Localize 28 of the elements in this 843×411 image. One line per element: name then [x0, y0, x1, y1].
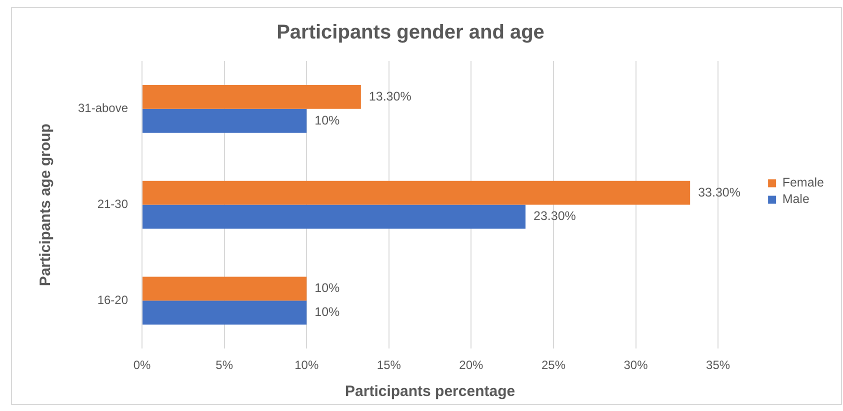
x-tick-label: 25% [541, 358, 566, 372]
x-tick-label: 0% [133, 358, 152, 372]
data-label: 10% [314, 305, 340, 320]
x-axis-title: Participants percentage [345, 383, 516, 400]
legend-label: Female [782, 176, 824, 190]
bar [142, 276, 307, 301]
bar [142, 108, 307, 133]
x-tick-label: 15% [376, 358, 402, 372]
y-axis-title: Participants age group [37, 124, 54, 286]
bar [142, 180, 690, 205]
x-tick-label: 5% [216, 358, 234, 372]
bar [142, 84, 361, 109]
x-tick-label: 30% [624, 358, 648, 372]
x-tick-label: 10% [294, 358, 319, 372]
data-label: 13.30% [368, 89, 412, 104]
x-tick-label: 20% [459, 358, 484, 372]
legend-label: Male [782, 192, 810, 206]
data-label: 10% [314, 281, 340, 296]
bar [142, 300, 307, 325]
y-tick-label: 31-above [78, 101, 128, 116]
bar [142, 204, 526, 229]
y-tick-label: 21-30 [97, 197, 128, 212]
y-tick-label: 16-20 [97, 292, 128, 307]
data-label: 23.30% [534, 209, 576, 224]
data-label: 10% [314, 113, 340, 128]
data-label: 33.30% [698, 185, 740, 200]
chart-title: Participants gender and age [276, 22, 544, 44]
x-tick-label: 35% [706, 358, 730, 372]
